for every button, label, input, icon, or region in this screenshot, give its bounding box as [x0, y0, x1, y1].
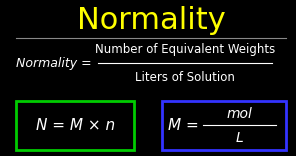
Text: N = M × n: N = M × n — [36, 118, 115, 133]
Text: Normality =: Normality = — [16, 57, 92, 70]
FancyBboxPatch shape — [162, 101, 286, 150]
Text: Number of Equivalent Weights: Number of Equivalent Weights — [95, 43, 275, 56]
Text: mol: mol — [227, 107, 252, 121]
Text: L: L — [236, 131, 244, 145]
Text: Liters of Solution: Liters of Solution — [135, 71, 235, 84]
FancyBboxPatch shape — [16, 101, 134, 150]
Text: Normality: Normality — [77, 6, 226, 35]
Text: M =: M = — [168, 118, 199, 133]
